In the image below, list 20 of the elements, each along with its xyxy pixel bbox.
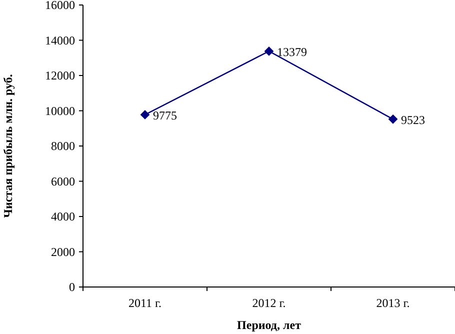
x-axis-title: Период, лет (237, 318, 302, 332)
y-tick-label: 8000 (51, 139, 75, 153)
y-tick-label: 2000 (51, 244, 75, 259)
y-tick-label: 16000 (45, 0, 75, 12)
x-tick-label: 2013 г. (376, 296, 410, 310)
y-tick-label: 0 (69, 280, 75, 294)
y-tick-label: 4000 (51, 210, 75, 224)
x-tick-label: 2011 г. (128, 296, 162, 310)
point (140, 110, 150, 120)
y-tick-label: 6000 (51, 174, 75, 188)
data-label: 9523 (401, 113, 425, 128)
y-tick-label: 10000 (45, 104, 75, 118)
x-tick-label: 2012 г. (252, 296, 286, 310)
data-label: 9775 (153, 108, 177, 123)
data-label: 13379 (277, 45, 307, 60)
y-axis-title: Чистая прибыль млн. руб. (1, 74, 15, 218)
y-tick-label: 14000 (45, 33, 75, 48)
point (388, 114, 398, 124)
point (264, 46, 274, 56)
y-tick-label: 12000 (45, 68, 75, 82)
